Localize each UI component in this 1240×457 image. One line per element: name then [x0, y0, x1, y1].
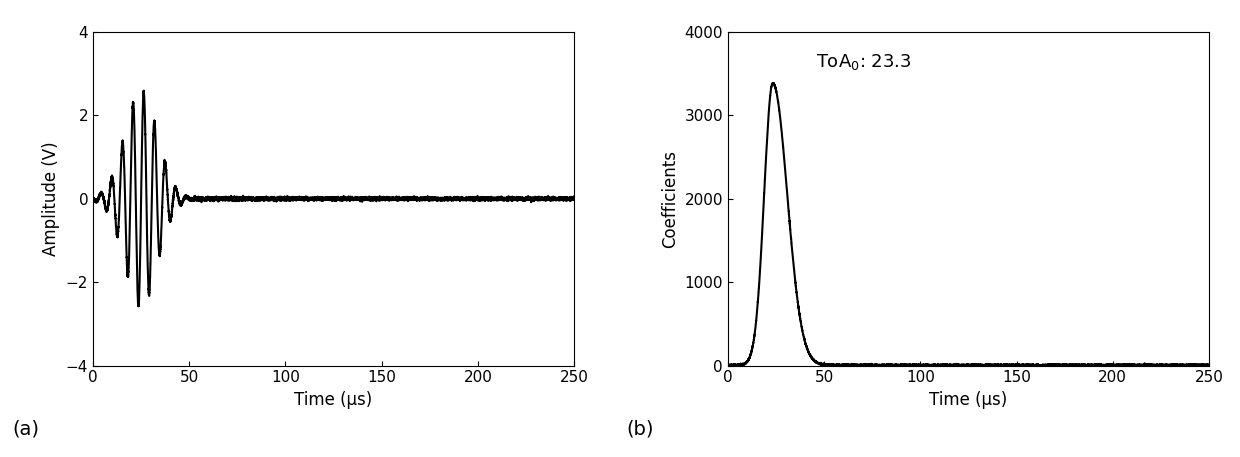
- Text: (b): (b): [626, 420, 653, 439]
- Y-axis label: Amplitude (V): Amplitude (V): [42, 142, 61, 256]
- Text: ToA$_0$: 23.3: ToA$_0$: 23.3: [816, 52, 911, 72]
- Text: (a): (a): [12, 420, 40, 439]
- X-axis label: Time (μs): Time (μs): [929, 391, 1008, 409]
- Y-axis label: Coefficients: Coefficients: [661, 150, 680, 248]
- X-axis label: Time (μs): Time (μs): [294, 391, 373, 409]
